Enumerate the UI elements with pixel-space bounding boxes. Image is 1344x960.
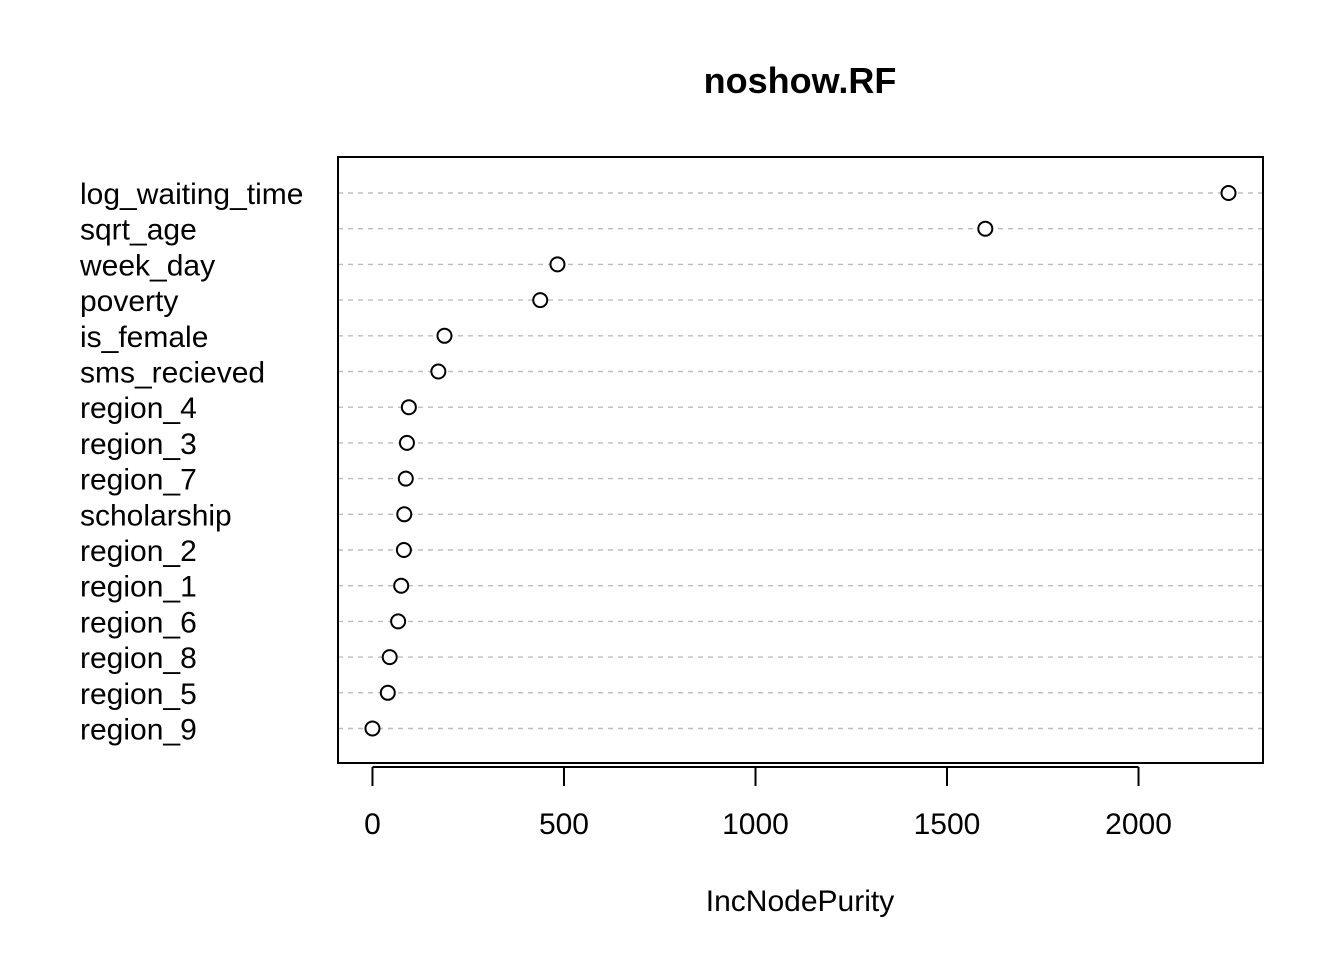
x-tick-label: 0	[364, 808, 381, 841]
category-label: poverty	[80, 285, 178, 318]
data-points	[364, 185, 1237, 737]
category-label: region_2	[80, 535, 197, 568]
category-label: scholarship	[80, 499, 232, 532]
chart-title: noshow.RF	[704, 60, 897, 101]
category-label: log_waiting_time	[80, 178, 303, 211]
category-labels: log_waiting_timesqrt_ageweek_daypovertyi…	[79, 178, 303, 747]
data-point	[1220, 185, 1237, 201]
category-label: region_7	[80, 464, 197, 497]
x-axis: 0 500 1000 1500 2000	[364, 766, 1172, 841]
data-point	[398, 434, 415, 451]
plot-frame	[337, 156, 1264, 764]
data-point	[436, 327, 453, 344]
data-point	[379, 684, 396, 701]
x-tick-label: 1500	[914, 808, 981, 841]
x-tick-label: 500	[539, 808, 589, 841]
data-point	[400, 399, 417, 416]
category-label: region_4	[80, 392, 197, 425]
category-label: region_8	[80, 642, 197, 675]
data-point	[532, 292, 549, 309]
data-point	[395, 542, 412, 558]
category-label: region_6	[80, 606, 197, 639]
category-label: is_female	[80, 321, 208, 354]
category-label: sqrt_age	[80, 214, 197, 247]
data-point	[396, 506, 413, 523]
data-point	[430, 363, 447, 380]
category-label: region_9	[80, 714, 197, 747]
x-tick-label: 1000	[722, 808, 789, 841]
data-point	[977, 220, 994, 237]
data-point	[364, 720, 381, 737]
category-label: region_1	[80, 571, 197, 604]
data-point	[397, 470, 414, 487]
data-point	[393, 577, 410, 594]
data-point	[390, 613, 407, 630]
category-label: region_3	[80, 428, 197, 461]
data-point	[549, 256, 566, 273]
gridlines	[338, 192, 1263, 730]
category-label: region_5	[80, 678, 197, 711]
data-point	[381, 649, 398, 666]
category-label: week_day	[79, 249, 215, 282]
category-label: sms_recieved	[80, 357, 265, 390]
x-axis-title: IncNodePurity	[706, 885, 894, 918]
x-tick-label: 2000	[1105, 808, 1172, 841]
